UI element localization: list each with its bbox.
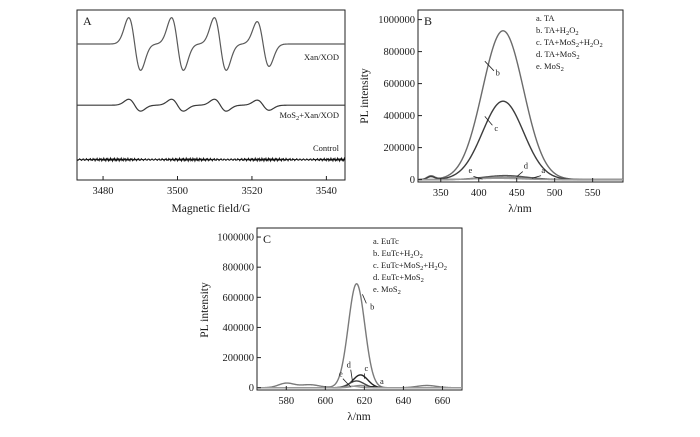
panel-c-curve-labels: a b c de: [339, 294, 384, 388]
label-xan-xod: Xan/XOD: [304, 52, 339, 62]
curve-label-b: b: [496, 68, 500, 78]
curve-label-pointer: [484, 116, 493, 126]
legend-entry-b: b. EuTc+H2O2: [373, 248, 423, 260]
legend-entry-e: e. MoS2: [373, 284, 401, 296]
y-tick-label: 200000: [223, 353, 255, 364]
panel-a-frame: [76, 9, 346, 181]
x-tick-label: 550: [585, 188, 601, 199]
curve-label-c: c: [494, 123, 498, 133]
label-control: Control: [313, 143, 340, 153]
panel-a-curve-labels: Xan/XOD MoS2+Xan/XOD Control: [279, 52, 339, 153]
series-line-3: [76, 156, 346, 163]
y-tick-label: 800000: [223, 263, 255, 274]
y-tick-label: 200000: [384, 143, 416, 154]
series-c-line: [417, 100, 623, 181]
curve-label-d: d: [524, 160, 529, 170]
panel-a-series: [76, 16, 346, 163]
curve-label-pointer: [531, 175, 542, 179]
legend-entry-a: a. TA: [536, 13, 555, 23]
x-tick-label: 3540: [316, 186, 337, 197]
panel-b-ylabel: PL intensity: [359, 68, 371, 124]
y-tick-label: 0: [249, 383, 254, 394]
series-e-line: [257, 385, 462, 389]
y-tick-label: 1000000: [217, 233, 254, 244]
x-tick-label: 640: [396, 396, 412, 407]
curve-label-pointer: [516, 171, 524, 178]
legend-entry-c: c. TA+MoS2+H2O2: [536, 37, 603, 49]
curve-label-pointer: [342, 378, 352, 388]
panel-b-series: [417, 30, 623, 181]
curve-label-e: e: [468, 165, 472, 175]
panel-c-series: [256, 283, 462, 389]
x-tick-label: 500: [547, 188, 563, 199]
panel-b-label: B: [424, 14, 432, 28]
panel-c-label: C: [263, 232, 271, 246]
y-tick-label: 600000: [384, 79, 416, 90]
panel-b-xlabel: λ/nm: [508, 203, 532, 215]
curve-label-pointer: [473, 176, 483, 180]
panel-c-xlabel: λ/nm: [347, 411, 371, 423]
x-tick-label: 400: [471, 188, 487, 199]
panel-a-label: A: [83, 14, 92, 28]
panel-c-frame: [256, 227, 463, 391]
x-tick-label: 660: [435, 396, 451, 407]
legend-entry-e: e. MoS2: [536, 61, 564, 73]
panel-b-ticks: 350 400 450 500 550 0 200000 400000 600000 800000…: [378, 15, 600, 199]
series-e-line: [418, 177, 623, 181]
legend-entry-d: d. EuTc+MoS2: [373, 272, 424, 284]
panel-b-frame: [417, 9, 624, 183]
y-tick-label: 400000: [223, 323, 255, 334]
panel-a: A Xan/XOD MoS2+Xan/XOD Control 3480 3500 3…: [76, 9, 346, 215]
curve-label-pointer: [350, 369, 354, 383]
curve-label-pointer: [484, 60, 495, 72]
curve-label-d: d: [347, 359, 352, 369]
series-line-1: [77, 16, 345, 72]
panel-c-ticks: 580 600 620 640 660 0 200000 400000 600000 800000…: [217, 233, 450, 407]
series-b-line: [417, 30, 623, 181]
y-tick-label: 1000000: [378, 15, 415, 26]
panel-a-x-ticks: 3480 3500 3520 3540: [93, 176, 337, 197]
curve-label-pointer: [362, 294, 367, 304]
panel-c-legend: a. EuTc b. EuTc+H2O2 c. EuTc+MoS2+H2O2 d…: [373, 236, 447, 296]
curve-label-b: b: [370, 301, 374, 311]
x-tick-label: 600: [317, 396, 333, 407]
series-line-2: [77, 98, 345, 112]
x-tick-label: 3480: [93, 186, 114, 197]
legend-entry-d: d. TA+MoS2: [536, 49, 580, 61]
y-tick-label: 600000: [223, 293, 255, 304]
panel-c: C a b c de a. EuTc b. EuTc+H2O2 c. EuTc+MoS…: [199, 227, 463, 423]
legend-entry-b: b. TA+H2O2: [536, 25, 579, 37]
curve-label-a: a: [541, 165, 545, 175]
panel-a-xlabel: Magnetic field/G: [172, 203, 251, 215]
legend-entry-c: c. EuTc+MoS2+H2O2: [373, 260, 447, 272]
x-tick-label: 350: [433, 188, 449, 199]
panel-b-legend: a. TA b. TA+H2O2 c. TA+MoS2+H2O2 d. TA+M…: [536, 13, 603, 73]
curve-label-c: c: [364, 363, 368, 373]
legend-entry-a: a. EuTc: [373, 236, 399, 246]
y-tick-label: 400000: [384, 111, 416, 122]
x-tick-label: 3500: [167, 186, 188, 197]
x-tick-label: 580: [278, 396, 294, 407]
y-tick-label: 800000: [384, 47, 416, 58]
series-b-line: [256, 283, 462, 389]
x-tick-label: 620: [357, 396, 373, 407]
x-tick-label: 3520: [241, 186, 262, 197]
curve-label-e: e: [339, 368, 343, 378]
x-tick-label: 450: [509, 188, 525, 199]
label-mos2-xan-xod: MoS2+Xan/XOD: [279, 110, 339, 122]
panel-b-curve-labels: a b c d e: [468, 60, 545, 180]
curve-label-a: a: [380, 376, 384, 386]
y-tick-label: 0: [410, 175, 415, 186]
panel-c-ylabel: PL intensity: [199, 282, 211, 338]
panel-b: B a b c d e a. TA b. TA+H2O2 c. TA+MoS2+H2O2…: [359, 9, 624, 215]
